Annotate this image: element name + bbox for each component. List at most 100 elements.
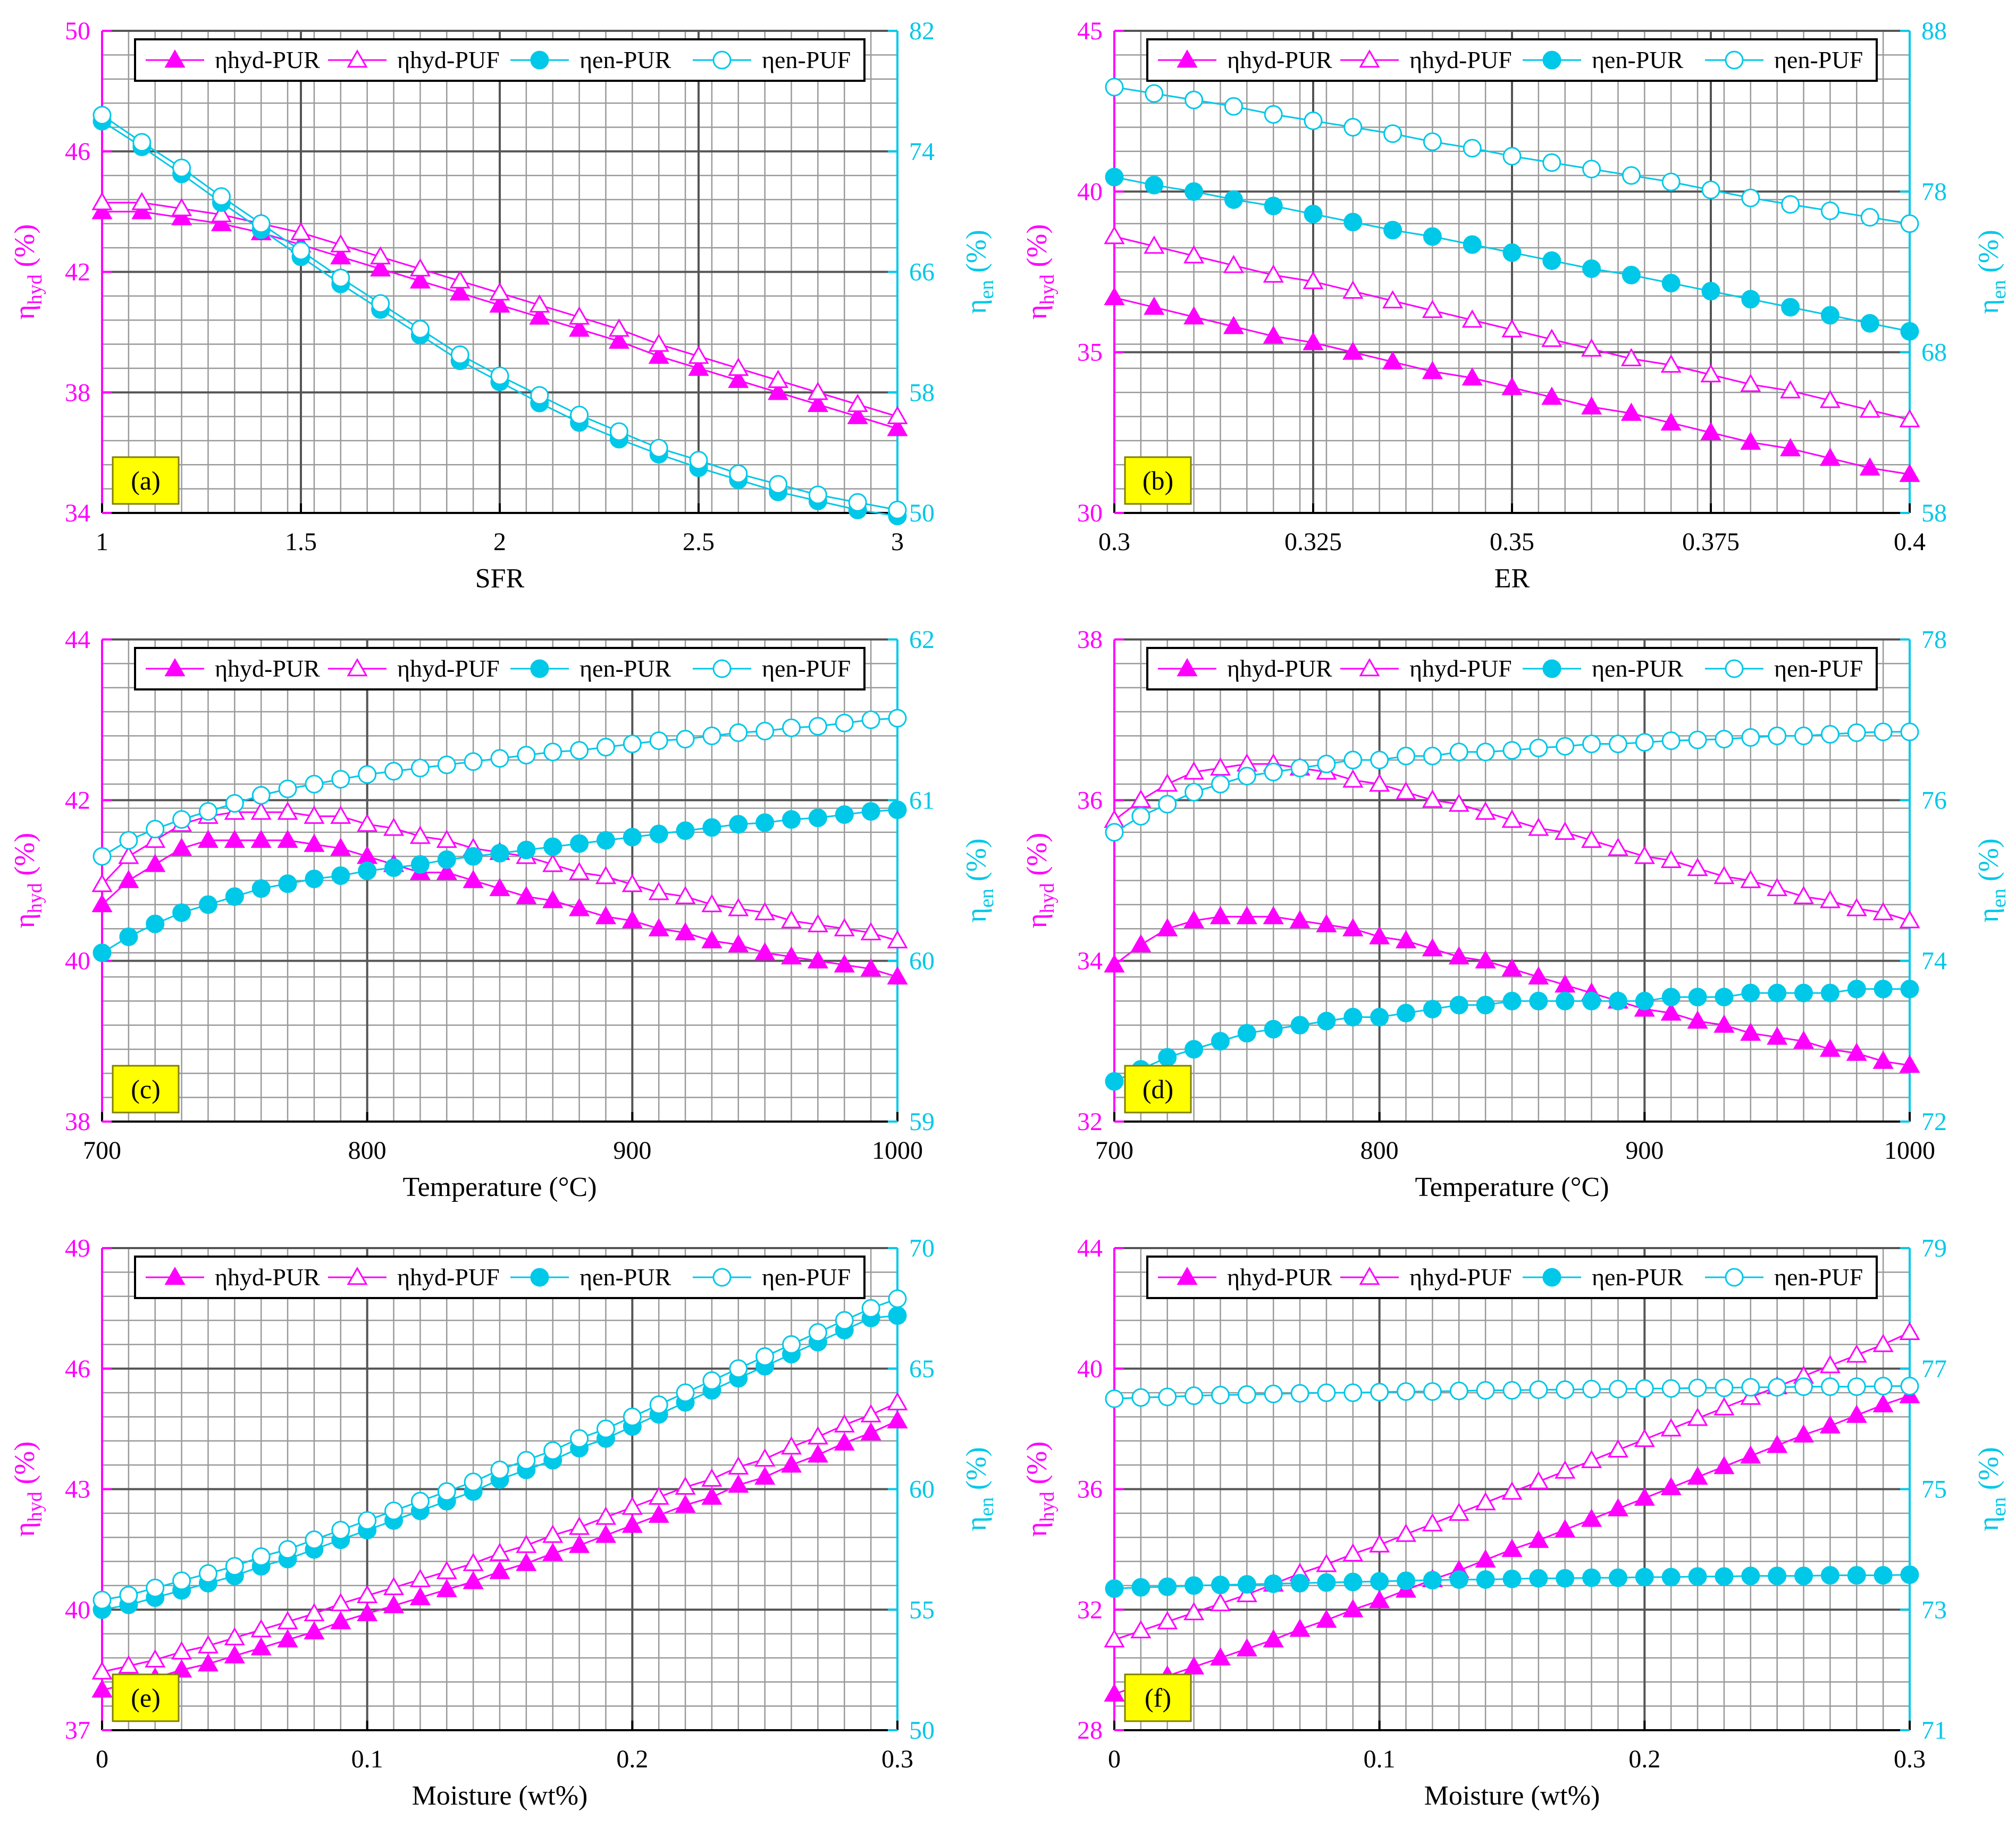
series-hydpuf-point [1660,849,1682,868]
series-enpur-point [1794,983,1813,1003]
right-y-tick-label: 78 [1921,626,1947,654]
series-hydpur-point [1501,958,1523,977]
series-hydpuf-point [780,910,802,929]
left-y-axis-title-unit: (%) [9,1442,40,1492]
series-enpuf-point [1556,1380,1575,1399]
series-enpur-point [596,831,615,850]
series-hydpuf-point [277,1611,298,1630]
series-hydpur-point [595,1524,617,1543]
series-enpuf-point [225,1557,244,1576]
series-hydpur-point [1846,1404,1867,1423]
series-enpuf-point [1556,737,1575,756]
left-y-tick-label: 38 [65,378,90,407]
series-enpuf-point [1820,725,1839,744]
series-hydpur-point [675,1494,696,1513]
series-enpuf-point [835,713,854,732]
series-hydpur-point [542,890,564,908]
series-enpur-point [888,800,907,819]
series-hydpur-point [1793,1030,1815,1049]
left-y-axis-title-unit: (%) [1021,1442,1053,1492]
left-y-axis-title-subscript: hyd [24,274,46,305]
series-hydpur-point [1183,1656,1205,1675]
series-enpuf-point [1370,751,1389,770]
series-hydpuf-point [1501,1481,1523,1500]
series-enpuf-point [1105,1389,1124,1408]
left-y-axis-title-subscript: hyd [1036,274,1059,305]
series-hydpuf-point [118,1655,139,1674]
series-hydpuf-point [1634,1428,1655,1447]
series-hydpur-point [1899,464,1920,482]
legend-label: ηen-PUR [1592,46,1684,73]
series-enpur-point [729,815,748,834]
series-enpuf-point [676,729,695,748]
series-hydpuf-point [171,1641,192,1659]
series-hydpuf-point [529,294,550,313]
series-enpuf-point [1768,1378,1787,1397]
legend-label: ηen-PUR [579,1263,671,1291]
series-enpuf-point [676,1383,695,1402]
series-hydpuf-point [91,1661,113,1680]
legend-marker [347,1266,368,1285]
series-enpur-point [1264,1574,1283,1593]
panel-label: (b) [1124,456,1192,505]
series-enpuf-point [172,1571,191,1590]
right-y-axis-title: ηen (%) [1972,838,2010,923]
series-enpuf-point [861,1299,880,1318]
series-enpur-point [198,895,217,914]
series-enpuf-point [755,721,775,740]
series-hydpuf-point [304,805,325,824]
series-hydpur-point [780,946,802,965]
legend-marker [530,50,549,70]
series-hydpur-point [860,958,881,977]
series-enpuf-point [1383,124,1402,143]
series-enpuf-point [543,743,562,762]
series-hydpuf-point [1607,838,1629,856]
series-enpur-point [1820,1566,1839,1585]
series-enpuf-point [371,294,390,313]
series-enpuf-point [251,214,271,233]
series-enpur-point [172,903,191,922]
series-enpur-point [119,927,138,946]
series-enpur-point [1781,298,1800,317]
legend-label: ηen-PUF [1774,1263,1863,1291]
series-enpur-point [490,844,509,863]
series-hydpuf-point [1395,1523,1417,1542]
series-hydpuf-point [1475,801,1496,820]
right-y-tick-label: 60 [909,1476,935,1504]
series-enpur-point [1768,1566,1787,1586]
right-y-axis-title-unit: (%) [1972,838,2004,888]
right-y-tick-label: 55 [909,1596,935,1624]
series-enpuf-point [1290,759,1309,778]
series-enpur-point [1715,988,1734,1007]
right-y-tick-label: 58 [909,378,935,407]
x-tick-label: 0.3 [881,1745,913,1773]
series-hydpur-point [489,294,510,313]
series-enpuf-point [410,319,430,339]
x-tick-label: 0.1 [1364,1745,1396,1773]
series-enpuf-point [1343,751,1363,770]
series-group [91,1289,908,1698]
legend: ηhyd-PUR ηhyd-PUF ηen-PUR ηen-PUF [134,647,866,690]
series-enpuf-point [437,1482,456,1501]
series-hydpur-point [463,870,484,888]
series-hydpur-point [1342,918,1364,937]
series-enpuf-point [1741,1378,1760,1397]
chart-panel-d: 700 800 900 1000 32 34 36 38 72 74 76 78 Temperature… [1021,626,2010,1202]
series-enpuf-point [1317,1383,1336,1402]
series-hydpuf-point [1819,390,1841,408]
series-enpuf-point [198,802,217,821]
series-enpuf-point [1304,111,1323,130]
series-hydpuf-point [1209,1593,1231,1612]
right-y-axis-title: ηen (%) [1972,230,2010,314]
right-y-axis-title-subscript: en [1988,1497,2010,1517]
series-hydpuf-point [1581,1450,1602,1468]
legend-marker [1359,1266,1380,1285]
left-y-tick-label: 40 [1077,178,1103,206]
legend: ηhyd-PUR ηhyd-PUF ηen-PUR ηen-PUF [1146,1256,1878,1299]
series-enpur-point [1502,1569,1522,1588]
left-y-axis-title-symbol: η [1021,1522,1053,1537]
series-enpuf-point [1635,1379,1654,1398]
legend-marker [712,1268,732,1287]
series-hydpuf-point [383,1577,405,1595]
left-y-axis-title-unit: (%) [9,224,40,274]
